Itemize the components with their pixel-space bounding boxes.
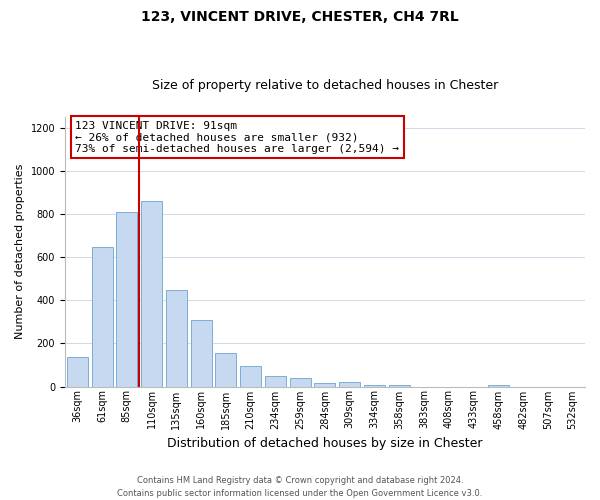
Title: Size of property relative to detached houses in Chester: Size of property relative to detached ho… [152, 79, 498, 92]
Bar [191, 320, 212, 386]
Bar [116, 212, 137, 386]
Bar [240, 366, 261, 386]
X-axis label: Distribution of detached houses by size in Chester: Distribution of detached houses by size … [167, 437, 483, 450]
Text: Contains HM Land Registry data © Crown copyright and database right 2024.
Contai: Contains HM Land Registry data © Crown c… [118, 476, 482, 498]
Text: 123 VINCENT DRIVE: 91sqm
← 26% of detached houses are smaller (932)
73% of semi-: 123 VINCENT DRIVE: 91sqm ← 26% of detach… [76, 121, 400, 154]
Bar [265, 376, 286, 386]
Bar [166, 290, 187, 386]
Bar [215, 353, 236, 386]
Bar [339, 382, 360, 386]
Y-axis label: Number of detached properties: Number of detached properties [15, 164, 25, 340]
Text: 123, VINCENT DRIVE, CHESTER, CH4 7RL: 123, VINCENT DRIVE, CHESTER, CH4 7RL [141, 10, 459, 24]
Bar [67, 358, 88, 386]
Bar [290, 378, 311, 386]
Bar [141, 201, 162, 386]
Bar [92, 248, 113, 386]
Bar [314, 384, 335, 386]
